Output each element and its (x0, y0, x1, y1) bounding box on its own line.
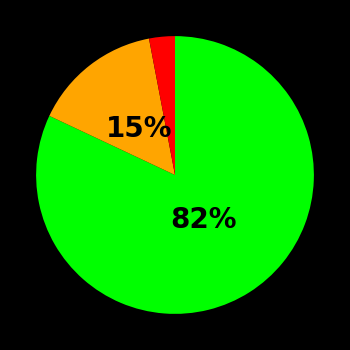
Wedge shape (49, 38, 175, 175)
Text: 15%: 15% (106, 115, 173, 143)
Text: 82%: 82% (170, 205, 237, 233)
Wedge shape (36, 36, 314, 314)
Wedge shape (149, 36, 175, 175)
